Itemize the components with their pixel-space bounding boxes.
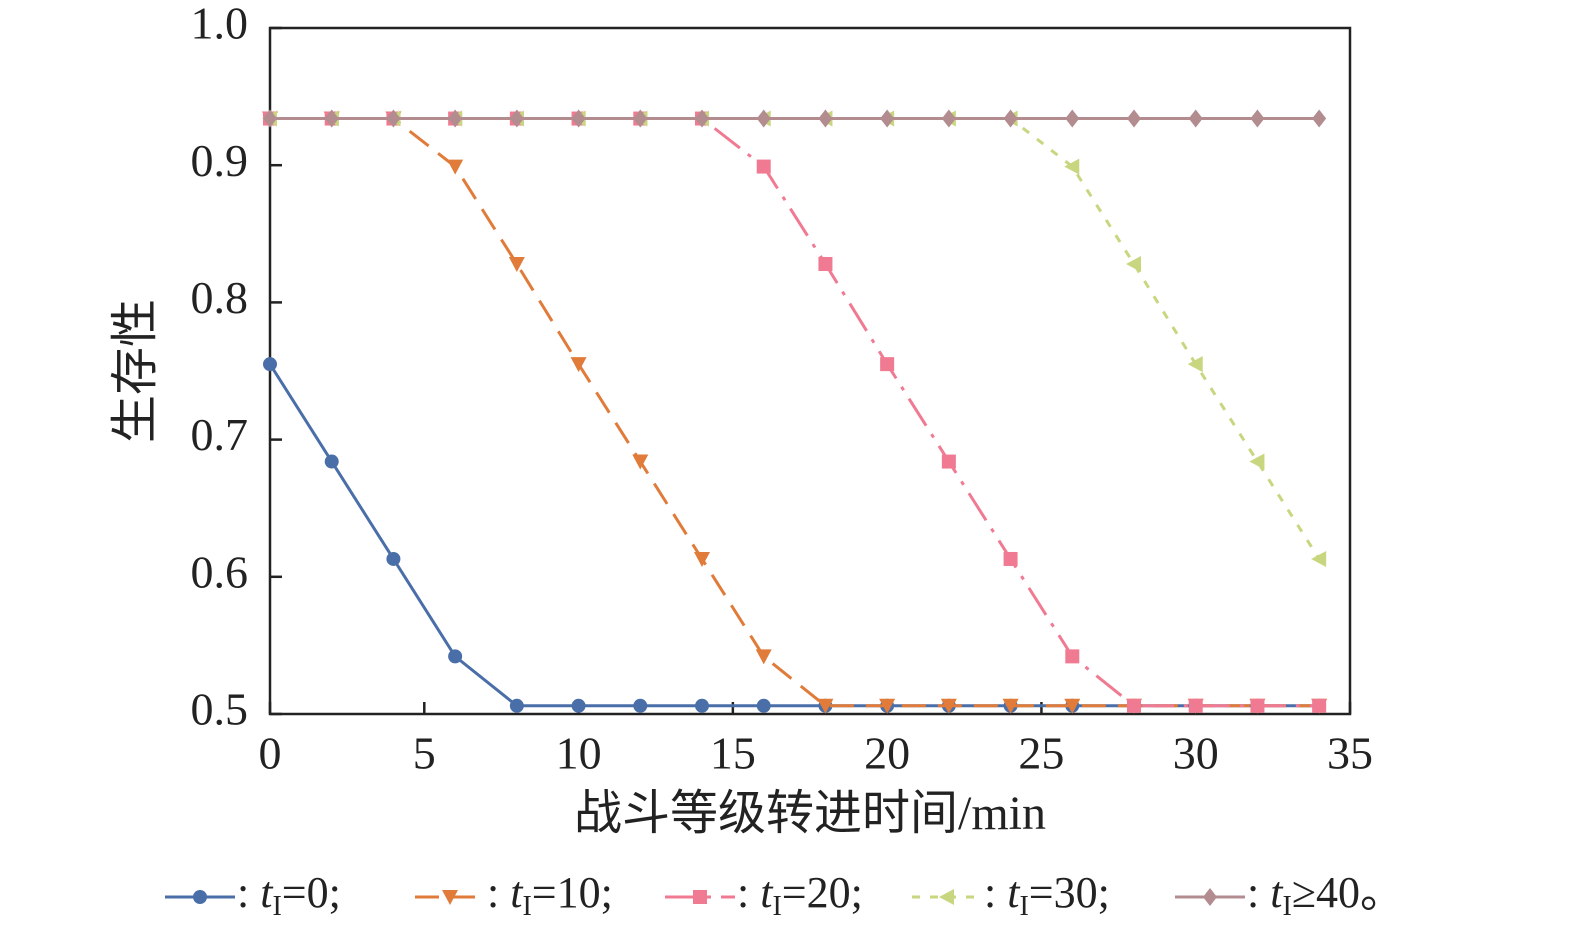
marker [633, 109, 648, 128]
marker [1311, 550, 1327, 567]
x-tick-label: 15 [710, 728, 756, 779]
legend-marker [939, 889, 954, 905]
y-tick-label: 0.6 [191, 546, 249, 597]
marker [1127, 109, 1141, 128]
marker [263, 109, 277, 128]
marker [263, 357, 277, 372]
marker [756, 109, 771, 128]
y-tick-label: 1.0 [191, 0, 249, 49]
series-line [270, 117, 1321, 560]
marker [880, 109, 895, 128]
legend-label: : tI=0; [237, 868, 341, 922]
legend-label: : tI=10; [487, 868, 613, 922]
legend-marker [693, 890, 707, 904]
marker [817, 698, 834, 714]
y-tick-label: 0.8 [191, 272, 249, 323]
marker [941, 454, 956, 469]
legend-marker [1203, 888, 1217, 906]
marker [1002, 698, 1019, 714]
marker [632, 454, 649, 470]
x-tick-label: 35 [1327, 728, 1373, 779]
marker [1064, 698, 1081, 714]
marker [818, 109, 833, 128]
x-axis-title: 战斗等级转进时间/min [574, 787, 1046, 840]
x-tick-label: 20 [864, 728, 910, 779]
x-tick-label: 0 [259, 728, 282, 779]
marker [818, 256, 833, 271]
legend-label: : tI=30; [984, 868, 1110, 922]
marker [1312, 698, 1327, 713]
marker [695, 698, 709, 713]
marker [570, 357, 587, 373]
legend-marker [193, 890, 207, 904]
series-line [270, 117, 1320, 708]
series-line [268, 363, 1320, 708]
marker [448, 649, 463, 664]
plot-frame [268, 26, 1352, 716]
marker [571, 109, 586, 128]
marker [756, 698, 771, 713]
marker [1003, 109, 1018, 128]
marker [1250, 698, 1265, 713]
marker [1126, 255, 1141, 272]
legend-label: : tI=20; [737, 868, 863, 922]
y-axis-title: 生存性 [109, 299, 162, 443]
marker [448, 109, 463, 128]
marker [324, 454, 339, 469]
marker [1064, 158, 1080, 175]
marker [1249, 453, 1265, 470]
x-tick-label: 10 [556, 728, 602, 779]
marker [879, 698, 896, 714]
marker [633, 698, 648, 713]
marker [940, 698, 957, 714]
marker [756, 159, 771, 174]
marker [1187, 356, 1203, 373]
marker [508, 256, 525, 272]
marker [695, 109, 709, 128]
marker [1127, 698, 1141, 713]
marker [324, 109, 339, 128]
marker [941, 109, 956, 128]
marker [509, 109, 524, 128]
marker [509, 698, 524, 713]
y-tick-label: 0.5 [191, 684, 249, 735]
legend-marker [442, 890, 458, 905]
marker [694, 551, 710, 567]
marker [1250, 109, 1265, 128]
y-tick-label: 0.9 [191, 135, 249, 186]
x-tick-label: 25 [1018, 728, 1064, 779]
marker [755, 649, 772, 665]
series-line [270, 117, 1320, 708]
marker [1188, 109, 1203, 128]
marker [1188, 698, 1203, 713]
marker [1003, 551, 1018, 566]
marker [1065, 649, 1080, 664]
marker [1065, 109, 1080, 128]
marker [880, 357, 895, 372]
marker [447, 159, 464, 175]
marker [386, 109, 401, 128]
x-tick-label: 5 [413, 728, 436, 779]
marker [386, 551, 401, 566]
y-tick-label: 0.7 [191, 409, 249, 460]
marker [571, 698, 586, 713]
x-tick-label: 30 [1173, 728, 1219, 779]
marker [1312, 109, 1327, 128]
legend-label: : tI≥40。 [1247, 868, 1404, 922]
